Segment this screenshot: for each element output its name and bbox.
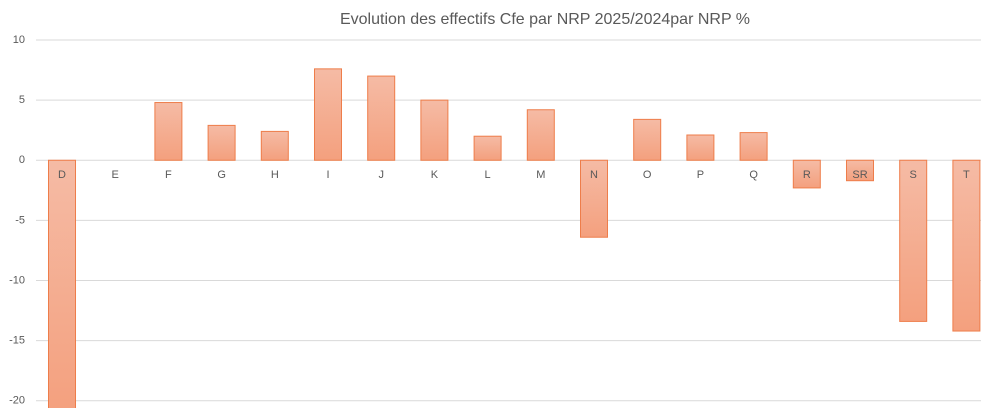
bar — [739, 132, 768, 161]
y-tick-label: 0 — [19, 154, 25, 166]
x-tick-label: H — [271, 169, 279, 181]
x-tick-label: M — [536, 169, 545, 181]
x-tick-label: N — [590, 169, 598, 181]
x-tick-label: L — [485, 169, 491, 181]
x-tick-label: R — [803, 169, 811, 181]
x-tick-label: P — [697, 169, 704, 181]
x-tick-label: E — [112, 169, 119, 181]
bar — [633, 118, 662, 161]
y-tick-label: -5 — [15, 214, 25, 226]
bar — [792, 159, 821, 189]
x-tick-label: K — [431, 169, 439, 181]
y-tick-label: -10 — [9, 274, 25, 286]
y-tick-label: -15 — [9, 335, 25, 347]
bar — [154, 102, 183, 161]
x-tick-label: J — [378, 169, 384, 181]
x-tick-label: F — [165, 169, 172, 181]
bar — [952, 159, 981, 332]
x-tick-label: G — [217, 169, 226, 181]
bar — [260, 130, 289, 161]
bar — [526, 109, 555, 161]
x-tick-label: S — [910, 169, 917, 181]
y-tick-label: 5 — [19, 94, 25, 106]
y-tick-label: 10 — [13, 34, 25, 46]
bar — [207, 124, 236, 161]
bar — [314, 68, 342, 161]
bar — [899, 159, 928, 322]
bar — [580, 159, 608, 238]
bar — [473, 135, 502, 161]
bar — [846, 159, 874, 182]
x-tick-label: I — [326, 169, 329, 181]
x-tick-label: Q — [749, 169, 758, 181]
bar — [48, 159, 76, 408]
x-tick-label: D — [58, 169, 66, 181]
bar — [686, 134, 715, 161]
x-tick-label: O — [643, 169, 652, 181]
bars — [48, 68, 981, 408]
bar — [367, 75, 396, 161]
x-tick-label: SR — [852, 169, 867, 181]
x-tick-label: T — [963, 169, 970, 181]
chart-title: Evolution des effectifs Cfe par NRP 2025… — [340, 11, 750, 28]
bar — [420, 99, 449, 161]
y-tick-label: -20 — [9, 395, 25, 407]
